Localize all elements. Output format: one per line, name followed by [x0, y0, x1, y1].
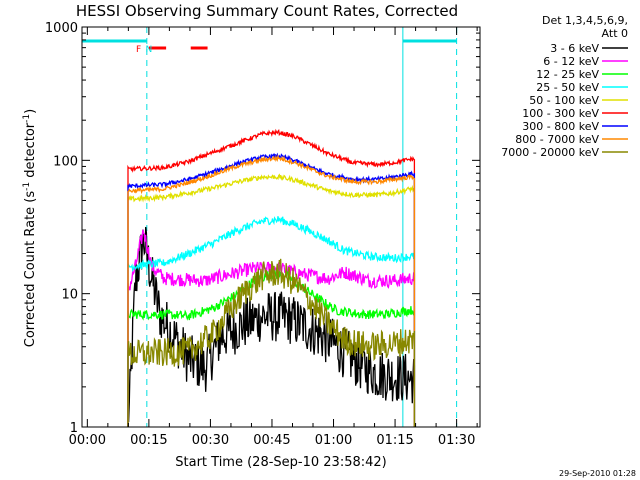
legend-label: 300 - 800 keV [522, 120, 599, 133]
series-line [127, 216, 416, 427]
legend-label: 25 - 50 keV [536, 81, 599, 94]
series-line [127, 128, 416, 427]
legend-label: 6 - 12 keV [543, 55, 599, 68]
series-line [127, 226, 416, 427]
x-tick-label: 00:30 [192, 433, 229, 448]
detector-label: Det 1,3,4,5,6,9, [542, 14, 628, 27]
footer-timestamp: 29-Sep-2010 01:28 [559, 469, 636, 478]
x-tick-label: 01:15 [376, 433, 413, 448]
y-tick-label: 1 [70, 421, 78, 436]
legend-label: 100 - 300 keV [522, 107, 599, 120]
legend-label: 800 - 7000 keV [515, 133, 599, 146]
legend-label: 12 - 25 keV [536, 68, 599, 81]
attenuator-label: Att 0 [602, 27, 628, 40]
series-line [127, 152, 416, 427]
series-line [127, 154, 416, 427]
flag-label: F [136, 45, 141, 55]
y-tick-label: 10 [61, 288, 78, 303]
x-tick-label: 00:00 [69, 433, 106, 448]
x-tick-label: 01:30 [438, 433, 475, 448]
x-axis: 00:00 00:15 00:30 00:45 01:00 01:15 01:30 [69, 27, 478, 448]
legend-label: 7000 - 20000 keV [501, 146, 599, 159]
y-axis-label: Corrected Count Rate (s-1 detector-1) [22, 109, 38, 347]
legend-label: 50 - 100 keV [529, 94, 599, 107]
flag-label: N [146, 45, 153, 55]
chart-title: HESSI Observing Summary Count Rates, Cor… [76, 2, 458, 20]
series-line [127, 258, 416, 427]
y-tick-label: 1000 [45, 21, 78, 36]
y-tick-label: 100 [53, 154, 78, 169]
legend-label: 3 - 6 keV [550, 42, 599, 55]
x-tick-label: 00:45 [253, 433, 290, 448]
series-line [127, 173, 416, 427]
x-tick-label: 01:00 [315, 433, 352, 448]
plot-frame [81, 26, 481, 428]
x-axis-label: Start Time (28-Sep-10 23:58:42) [175, 455, 386, 470]
y-axis: 1 10 100 1000 [45, 21, 480, 436]
x-tick-label: 00:15 [130, 433, 167, 448]
